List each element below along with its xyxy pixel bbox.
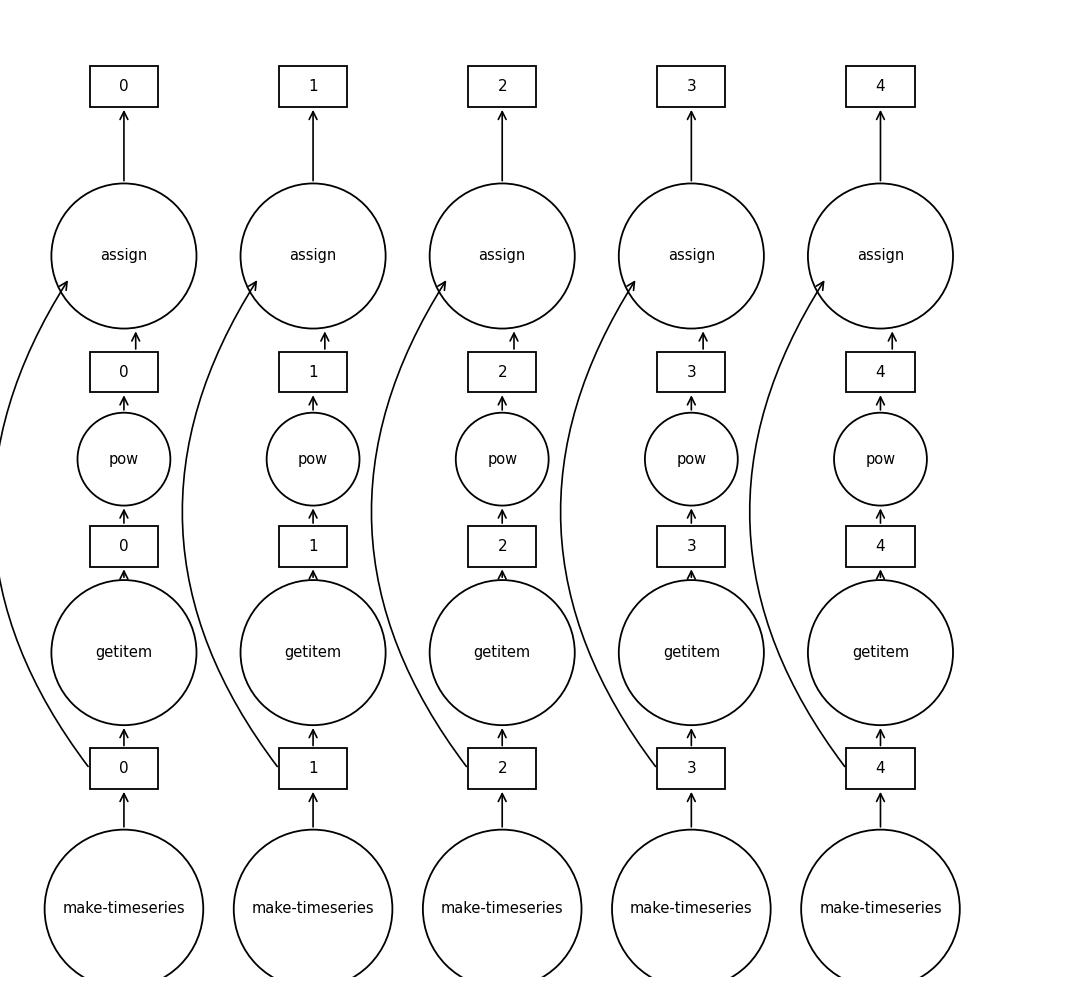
Text: 2: 2 bbox=[497, 365, 507, 380]
Text: make-timeseries: make-timeseries bbox=[252, 901, 375, 916]
Text: 1: 1 bbox=[308, 761, 318, 776]
FancyBboxPatch shape bbox=[846, 66, 915, 107]
Text: 1: 1 bbox=[308, 365, 318, 380]
Circle shape bbox=[801, 829, 960, 986]
Text: 3: 3 bbox=[687, 761, 696, 776]
Circle shape bbox=[645, 413, 738, 506]
Text: 2: 2 bbox=[497, 538, 507, 554]
Text: 4: 4 bbox=[876, 761, 886, 776]
Circle shape bbox=[51, 183, 196, 328]
FancyBboxPatch shape bbox=[90, 66, 159, 107]
Circle shape bbox=[456, 413, 548, 506]
Text: 2: 2 bbox=[497, 761, 507, 776]
Text: getitem: getitem bbox=[95, 645, 152, 660]
Text: pow: pow bbox=[865, 452, 895, 466]
Text: 1: 1 bbox=[308, 538, 318, 554]
Circle shape bbox=[834, 413, 926, 506]
Circle shape bbox=[77, 413, 170, 506]
Text: assign: assign bbox=[289, 248, 336, 263]
Text: getitem: getitem bbox=[473, 645, 531, 660]
Circle shape bbox=[808, 580, 953, 725]
Circle shape bbox=[808, 183, 953, 328]
Text: assign: assign bbox=[857, 248, 904, 263]
Text: make-timeseries: make-timeseries bbox=[819, 901, 941, 916]
Text: 2: 2 bbox=[497, 79, 507, 95]
FancyBboxPatch shape bbox=[90, 526, 159, 567]
Text: 3: 3 bbox=[687, 365, 696, 380]
Circle shape bbox=[241, 580, 386, 725]
Circle shape bbox=[429, 580, 575, 725]
FancyBboxPatch shape bbox=[468, 748, 537, 789]
Text: pow: pow bbox=[487, 452, 517, 466]
Text: 0: 0 bbox=[119, 365, 129, 380]
Text: getitem: getitem bbox=[285, 645, 342, 660]
FancyBboxPatch shape bbox=[658, 748, 725, 789]
FancyBboxPatch shape bbox=[846, 748, 915, 789]
Text: pow: pow bbox=[109, 452, 139, 466]
Text: assign: assign bbox=[479, 248, 526, 263]
FancyBboxPatch shape bbox=[846, 352, 915, 392]
Text: assign: assign bbox=[101, 248, 148, 263]
Text: pow: pow bbox=[676, 452, 707, 466]
Text: 0: 0 bbox=[119, 538, 129, 554]
Circle shape bbox=[423, 829, 582, 986]
Circle shape bbox=[429, 183, 575, 328]
FancyBboxPatch shape bbox=[278, 66, 347, 107]
FancyBboxPatch shape bbox=[846, 526, 915, 567]
Text: 4: 4 bbox=[876, 538, 886, 554]
FancyBboxPatch shape bbox=[658, 526, 725, 567]
FancyBboxPatch shape bbox=[278, 748, 347, 789]
Text: 0: 0 bbox=[119, 79, 129, 95]
FancyBboxPatch shape bbox=[278, 526, 347, 567]
FancyBboxPatch shape bbox=[90, 352, 159, 392]
FancyBboxPatch shape bbox=[658, 352, 725, 392]
Circle shape bbox=[233, 829, 392, 986]
Text: assign: assign bbox=[667, 248, 715, 263]
Text: 0: 0 bbox=[119, 761, 129, 776]
Text: make-timeseries: make-timeseries bbox=[441, 901, 563, 916]
FancyBboxPatch shape bbox=[90, 748, 159, 789]
Circle shape bbox=[612, 829, 771, 986]
Text: getitem: getitem bbox=[851, 645, 909, 660]
Circle shape bbox=[241, 183, 386, 328]
Circle shape bbox=[267, 413, 360, 506]
Text: make-timeseries: make-timeseries bbox=[62, 901, 185, 916]
Circle shape bbox=[51, 580, 196, 725]
Text: 4: 4 bbox=[876, 79, 886, 95]
Circle shape bbox=[619, 183, 764, 328]
Text: pow: pow bbox=[298, 452, 328, 466]
FancyBboxPatch shape bbox=[658, 66, 725, 107]
FancyBboxPatch shape bbox=[468, 352, 537, 392]
FancyBboxPatch shape bbox=[468, 526, 537, 567]
FancyBboxPatch shape bbox=[278, 352, 347, 392]
Text: 4: 4 bbox=[876, 365, 886, 380]
Text: make-timeseries: make-timeseries bbox=[630, 901, 753, 916]
Circle shape bbox=[619, 580, 764, 725]
Text: 3: 3 bbox=[687, 79, 696, 95]
Text: getitem: getitem bbox=[663, 645, 720, 660]
FancyBboxPatch shape bbox=[468, 66, 537, 107]
Text: 3: 3 bbox=[687, 538, 696, 554]
Text: 1: 1 bbox=[308, 79, 318, 95]
Circle shape bbox=[45, 829, 203, 986]
